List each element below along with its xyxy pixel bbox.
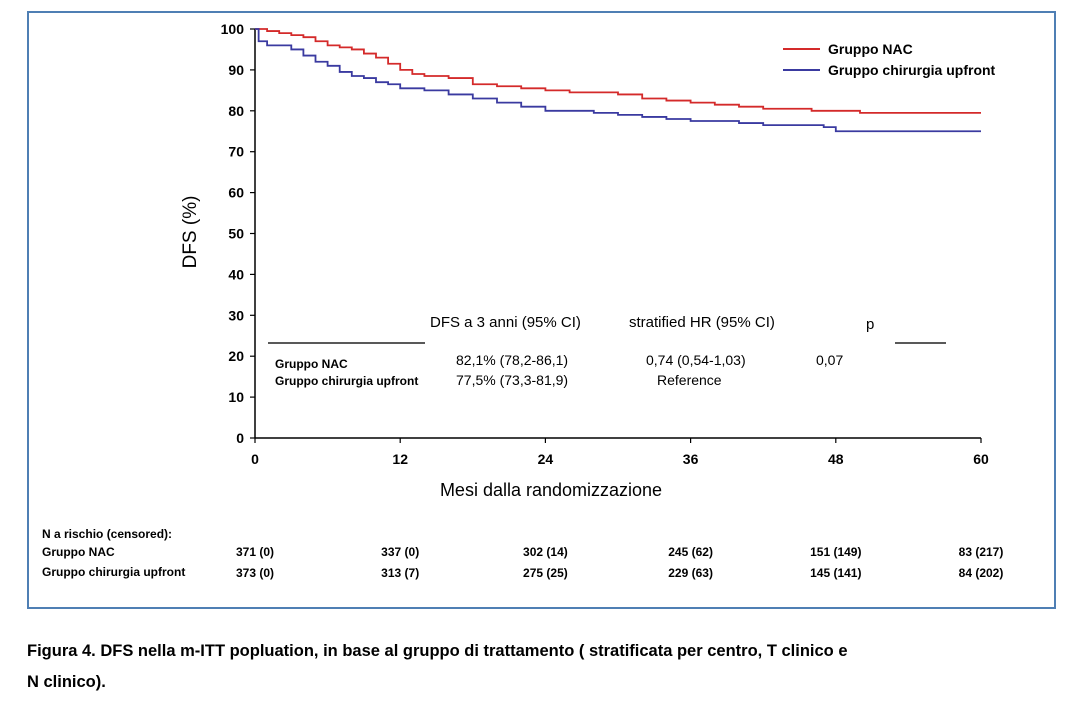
chart-legend: Gruppo NAC Gruppo chirurgia upfront	[783, 41, 996, 78]
y-tick-label: 100	[221, 21, 245, 37]
at-risk-value-nac: 245 (62)	[668, 545, 713, 559]
chart-axes: 0 10 20 30 40 50 60 70 80 90 100 0 12 24 36 48 60	[221, 21, 989, 467]
legend-label-nac: Gruppo NAC	[828, 41, 913, 57]
legend-label-upfront: Gruppo chirurgia upfront	[828, 62, 996, 78]
table-row-hr-upfront: Reference	[657, 372, 722, 388]
at-risk-value-upfront: 84 (202)	[958, 566, 1004, 580]
at-risk-value-upfront: 373 (0)	[235, 566, 275, 580]
y-tick-label: 20	[228, 348, 244, 364]
y-tick-label: 50	[228, 226, 244, 242]
figure-frame	[27, 11, 1056, 609]
at-risk-value-nac: 337 (0)	[381, 545, 420, 559]
x-tick-label: 36	[683, 451, 699, 467]
y-tick-label: 40	[228, 266, 244, 282]
table-row-hr-nac: 0,74 (0,54-1,03)	[646, 352, 746, 368]
at-risk-value-upfront: 145 (141)	[810, 566, 862, 580]
figure-caption-line1: Figura 4. DFS nella m-ITT popluation, in…	[27, 642, 848, 660]
table-row-dfs-upfront: 77,5% (73,3-81,9)	[456, 372, 569, 388]
y-tick-label: 70	[228, 144, 244, 160]
at-risk-value-nac: 371 (0)	[235, 545, 275, 559]
figure-caption-line2: N clinico).	[27, 673, 106, 691]
table-row-p-nac: 0,07	[816, 352, 844, 368]
y-tick-label: 60	[228, 185, 244, 201]
y-tick-label: 30	[228, 307, 244, 323]
at-risk-value-upfront: 229 (63)	[668, 566, 713, 580]
x-tick-label: 24	[538, 451, 554, 467]
y-tick-label: 10	[228, 389, 244, 405]
series-line-upfront	[255, 28, 981, 133]
y-tick-label: 80	[228, 103, 244, 119]
x-tick-label: 48	[828, 451, 844, 467]
table-row-label-upfront: Gruppo chirurgia upfront	[275, 374, 419, 388]
x-tick-label: 12	[392, 451, 408, 467]
at-risk-value-upfront: 275 (25)	[523, 566, 568, 580]
table-header-dfs: DFS a 3 anni (95% CI)	[430, 314, 581, 331]
table-row-dfs-nac: 82,1% (78,2-86,1)	[456, 352, 569, 368]
at-risk-label-upfront: Gruppo chirurgia upfront	[42, 565, 186, 579]
at-risk-value-nac: 302 (14)	[523, 545, 568, 559]
at-risk-value-nac: 151 (149)	[810, 545, 862, 559]
table-header-p: p	[866, 316, 875, 333]
chart-curves	[255, 28, 981, 133]
table-row-label-nac: Gruppo NAC	[275, 357, 348, 371]
table-header-hr: stratified HR (95% CI)	[629, 314, 775, 331]
y-tick-label: 0	[236, 430, 244, 446]
x-axis-label: Mesi dalla randomizzazione	[440, 480, 662, 500]
y-tick-label: 90	[228, 62, 244, 78]
series-line-nac	[255, 28, 981, 114]
x-tick-label: 60	[973, 451, 989, 467]
at-risk-title: N a rischio (censored):	[42, 527, 173, 541]
at-risk-value-upfront: 313 (7)	[381, 566, 420, 580]
at-risk-label-nac: Gruppo NAC	[42, 545, 115, 559]
y-axis-label: DFS (%)	[180, 196, 201, 269]
at-risk-value-nac: 83 (217)	[958, 545, 1004, 559]
x-tick-label: 0	[251, 451, 259, 467]
